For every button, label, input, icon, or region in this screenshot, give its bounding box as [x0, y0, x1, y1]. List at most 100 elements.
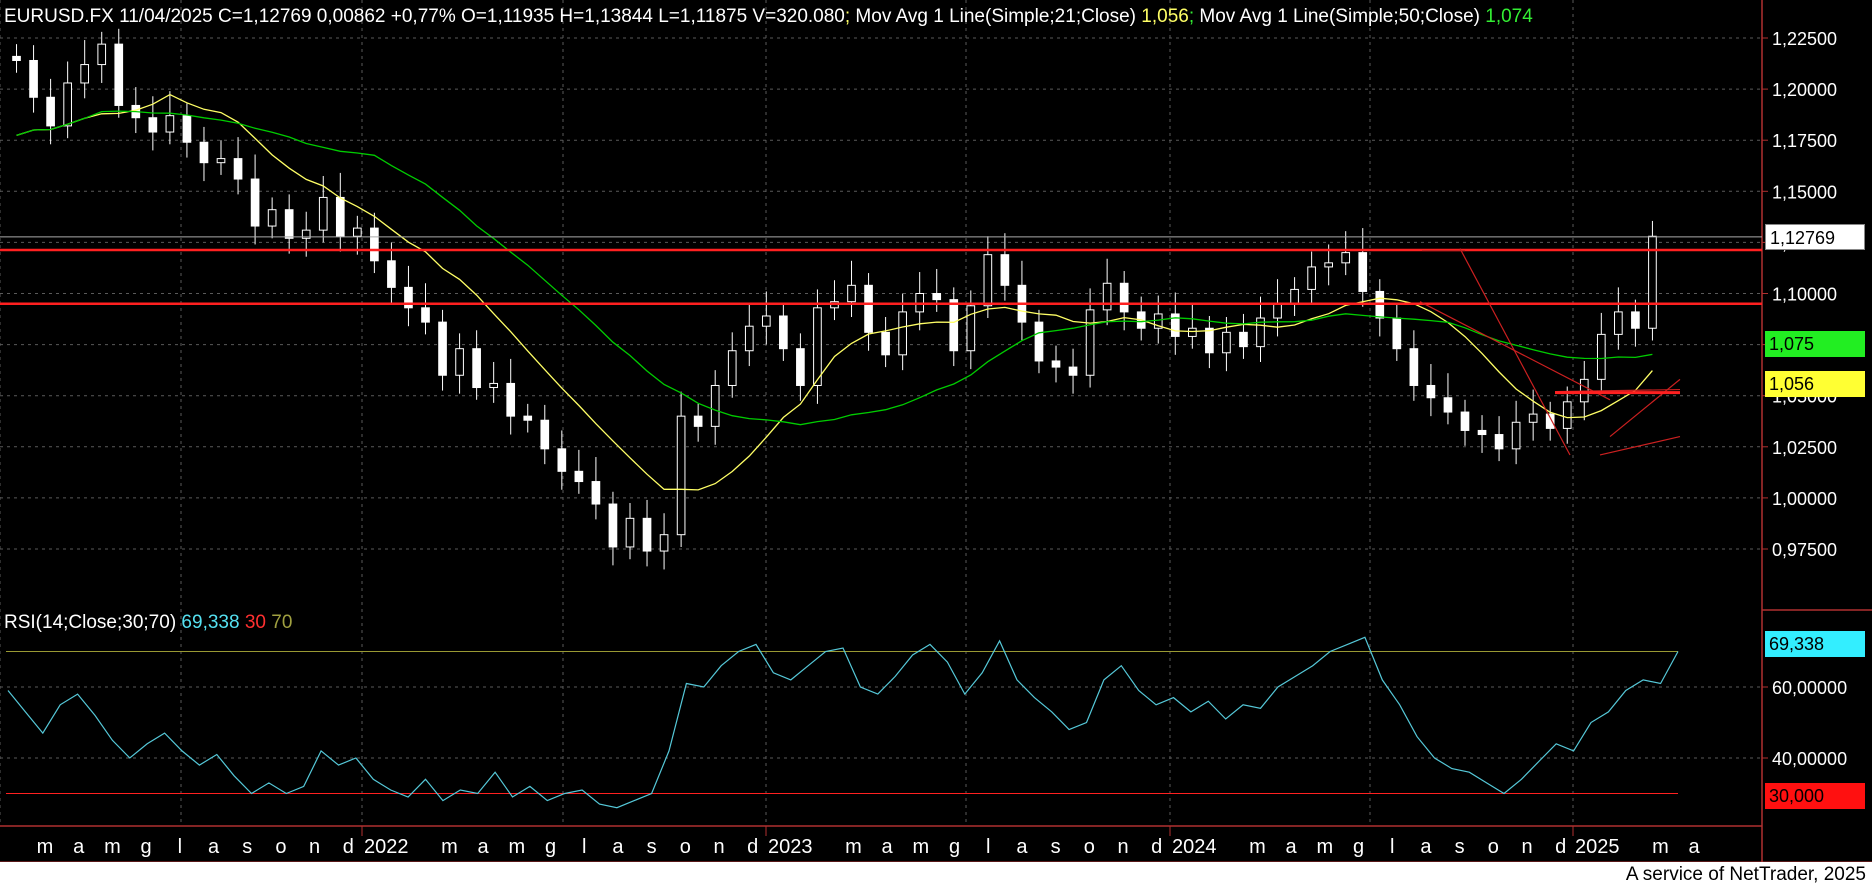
ma50-line — [16, 110, 1653, 426]
bull-candle — [1273, 303, 1282, 319]
time-axis-label: l — [582, 836, 586, 858]
bear-candle — [1426, 384, 1436, 399]
price-tick-label: 0,97500 — [1772, 540, 1837, 560]
bear-candle — [796, 348, 805, 386]
bull-candle — [1290, 288, 1299, 305]
bear-candle — [523, 415, 533, 421]
time-axis-label: m — [1652, 836, 1669, 858]
price-tick-label: 1,22500 — [1772, 29, 1837, 49]
bear-candle — [1068, 366, 1078, 376]
time-axis-label: a — [1689, 836, 1701, 858]
time-axis-label: a — [478, 836, 490, 858]
time-axis-label: d — [1555, 836, 1566, 858]
bull-candle — [847, 284, 856, 303]
trend-annotation — [1609, 378, 1681, 438]
time-axis-label: g — [141, 836, 152, 858]
bear-candle — [1409, 348, 1419, 386]
bull-candle — [318, 196, 328, 231]
bear-candle — [1000, 254, 1010, 286]
footer-bar — [0, 862, 1872, 888]
time-axis-label: a — [73, 836, 85, 858]
time-axis-label: s — [1051, 836, 1061, 858]
bull-candle — [216, 158, 226, 164]
price-tick-label: 1,20000 — [1772, 80, 1837, 100]
bear-candle — [608, 503, 618, 548]
price-tick-label: 1,10000 — [1772, 285, 1837, 305]
bear-candle — [540, 419, 550, 450]
bear-candle — [29, 59, 38, 98]
sep-2: ; — [1188, 6, 1195, 27]
bull-candle — [1256, 317, 1265, 348]
bear-candle — [335, 196, 345, 237]
sep-1: ; — [844, 6, 851, 27]
bear-candle — [591, 481, 601, 505]
ma21-line — [16, 93, 1653, 491]
bear-candle — [1443, 397, 1453, 413]
ma21-label: Mov Avg 1 Line(Simple;21;Close) — [850, 6, 1137, 27]
bull-candle — [1324, 262, 1333, 268]
time-axis-label: a — [208, 836, 220, 858]
bear-candle — [46, 96, 55, 127]
time-axis-label: m — [104, 836, 121, 858]
time-axis-label: 2025 — [1575, 836, 1620, 858]
time-axis-label: d — [343, 836, 354, 858]
bear-candle — [370, 227, 379, 262]
trend-annotation — [1599, 435, 1681, 456]
trend-annotation — [1459, 248, 1571, 456]
bull-candle — [761, 315, 771, 327]
time-axis-label: n — [713, 836, 724, 858]
bull-candle — [625, 517, 635, 548]
time-axis-label: o — [680, 836, 691, 858]
price-header: EURUSD.FX 11/04/2025 C=1,12769 0,00862 +… — [4, 6, 1533, 28]
time-axis-label: n — [309, 836, 320, 858]
price-tick-label: 1,15000 — [1772, 182, 1837, 202]
bull-candle — [455, 348, 464, 376]
bear-candle — [199, 141, 209, 164]
time-axis-label: s — [647, 836, 657, 858]
bear-candle — [404, 286, 413, 309]
bear-candle — [642, 517, 652, 552]
bear-candle — [506, 382, 516, 417]
rsi-value: 69,338 — [176, 612, 240, 633]
bear-candle — [574, 470, 584, 483]
bear-candle — [1358, 252, 1368, 292]
ma21-value: 1,056 — [1136, 6, 1189, 27]
bear-candle — [693, 415, 703, 427]
bull-candle — [1528, 413, 1538, 423]
price-tick-label: 1,00000 — [1772, 489, 1837, 509]
bull-candle — [898, 311, 907, 356]
bull-candle — [1341, 252, 1351, 264]
bull-candle — [301, 229, 311, 239]
rsi-label: RSI(14;Close;30;70) — [4, 612, 177, 633]
time-axis-label: m — [441, 836, 458, 858]
bear-candle — [438, 321, 447, 376]
bear-candle — [233, 158, 243, 180]
bear-candle — [1477, 429, 1487, 436]
bear-candle — [932, 293, 942, 301]
bull-candle — [1307, 266, 1316, 290]
price-tick-label: 1,17500 — [1772, 131, 1837, 151]
bear-candle — [148, 117, 158, 133]
time-axis-label: 2023 — [768, 836, 813, 858]
rsi-high: 70 — [265, 612, 293, 633]
bull-candle — [1085, 309, 1095, 376]
time-axis-label: m — [912, 836, 929, 858]
symbol-info: EURUSD.FX 11/04/2025 C=1,12769 0,00862 +… — [4, 6, 845, 27]
bull-candle — [813, 307, 822, 386]
bear-candle — [557, 448, 567, 472]
trend-annotation — [1419, 301, 1611, 401]
bear-candle — [1631, 311, 1640, 329]
time-axis-label: 2022 — [364, 836, 409, 858]
bear-candle — [12, 55, 21, 61]
footer-text: A service of NetTrader, 2025 — [1625, 864, 1866, 885]
time-axis-label: l — [1390, 836, 1394, 858]
time-axis-label: a — [1420, 836, 1432, 858]
bull-candle — [1511, 421, 1521, 450]
bull-candle — [659, 534, 669, 552]
price-tick-label: 1,02500 — [1772, 438, 1837, 458]
bear-candle — [1494, 434, 1504, 450]
bear-candle — [1170, 313, 1180, 337]
bear-candle — [182, 115, 192, 143]
